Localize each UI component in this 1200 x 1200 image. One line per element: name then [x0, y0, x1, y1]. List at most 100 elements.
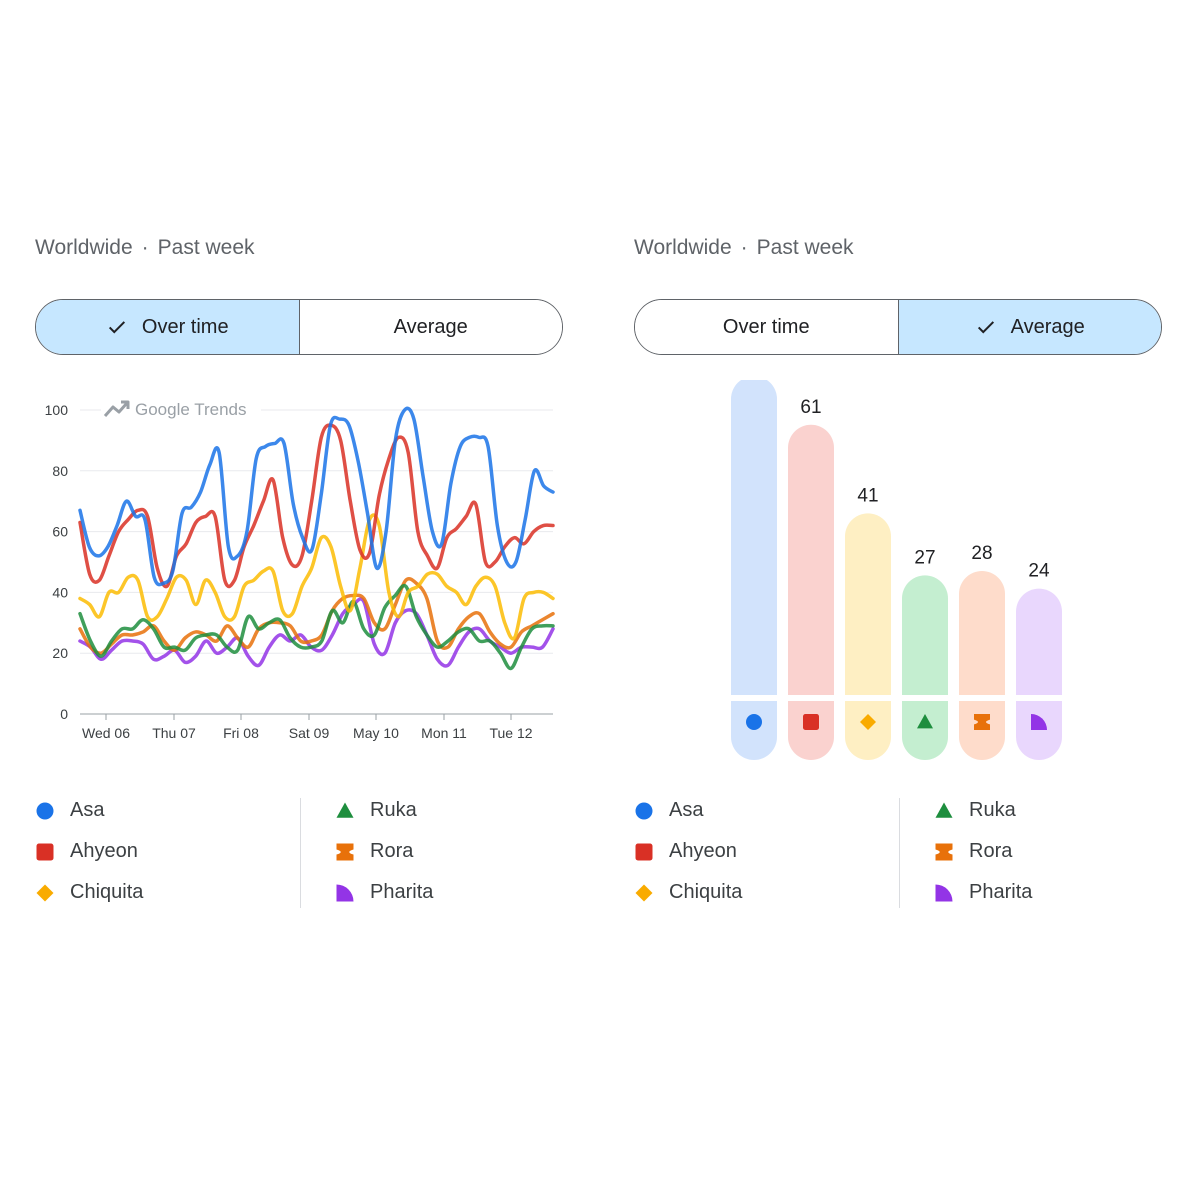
triangle-icon [917, 714, 933, 729]
bar-value-label: 24 [1028, 561, 1050, 582]
y-axis-ticks: 0 20 40 60 80 100 [45, 402, 69, 722]
bowtie-icon [974, 714, 990, 730]
watermark: Google Trends [101, 396, 261, 422]
y-tick-label: 100 [45, 402, 69, 418]
region-label: Worldwide [634, 236, 732, 259]
quarter-circle-icon [935, 884, 953, 901]
x-tick-label: Thu 07 [152, 725, 196, 741]
bar-value-label: 28 [971, 543, 992, 564]
bar-icon-cap [1016, 701, 1062, 760]
legend-label: Ruka [370, 799, 417, 821]
over-time-label: Over time [722, 315, 810, 338]
bar-value-label: 27 [914, 547, 935, 568]
legend-label: Pharita [370, 881, 434, 903]
series-line-chiquita [78, 513, 555, 641]
y-tick-label: 80 [52, 463, 68, 479]
bar-group-ahyeon: 61 [788, 397, 834, 760]
bar-icon-cap [959, 701, 1005, 760]
circle-icon [746, 714, 762, 730]
bar [731, 380, 777, 695]
x-tick-label: Fri 08 [223, 725, 259, 741]
square-icon [803, 714, 819, 730]
x-tick-label: Sat 09 [289, 725, 330, 741]
bowtie-icon [935, 843, 953, 860]
watermark-label: Google Trends [135, 400, 247, 419]
series-line-rora [78, 577, 555, 655]
average-button[interactable]: Average [897, 300, 1161, 354]
check-icon [108, 321, 125, 334]
legend-label: Pharita [969, 881, 1033, 903]
legend-label: Ruka [969, 799, 1016, 821]
x-tick-label: May 10 [353, 725, 399, 741]
square-icon [635, 843, 653, 860]
legend: Asa Ahyeon Chiquita Ruka Rora Pharita [634, 790, 1162, 910]
diamond-icon [635, 884, 653, 901]
legend-label: Chiquita [669, 881, 743, 903]
triangle-icon [336, 802, 354, 818]
quarter-circle-icon [935, 884, 953, 901]
bar [902, 575, 948, 695]
bar [845, 513, 891, 695]
series-line-ahyeon [78, 423, 555, 589]
triangle-icon [935, 802, 953, 818]
bar [1016, 588, 1062, 695]
right-panel: Worldwide·Past week Over time Average 72… [634, 0, 1194, 1200]
average-label: Average [393, 315, 468, 338]
over-time-button[interactable]: Over time [36, 300, 299, 354]
square-icon [36, 843, 54, 860]
bar-group-rora: 28 [959, 543, 1005, 760]
triangle-icon [935, 802, 953, 818]
legend-label: Asa [669, 799, 704, 821]
legend-label: Ahyeon [669, 840, 737, 862]
bowtie-icon [336, 843, 354, 860]
bar [788, 424, 834, 695]
series-line-asa [78, 406, 555, 587]
legend-item-rora: Rora [934, 831, 1184, 872]
y-tick-label: 40 [52, 584, 68, 600]
bar-group-pharita: 24 [1016, 561, 1062, 760]
circle-icon [635, 802, 653, 819]
bowtie-icon [336, 843, 354, 860]
y-tick-label: 60 [52, 524, 68, 540]
bar-group-chiquita: 41 [845, 485, 891, 760]
legend-item-asa: Asa [35, 790, 285, 831]
square-icon [36, 843, 54, 860]
over-time-label: Over time [141, 315, 229, 338]
check-icon [977, 321, 994, 334]
diamond-icon [860, 714, 876, 730]
view-toggle: Over time Average [634, 299, 1162, 355]
legend-label: Rora [370, 840, 414, 862]
y-tick-label: 20 [52, 645, 68, 661]
series-line-pharita [78, 597, 555, 668]
over-time-button[interactable]: Over time [635, 300, 898, 354]
line-series [78, 406, 555, 671]
bar-icon-cap [845, 701, 891, 760]
region-label: Worldwide [35, 236, 133, 259]
bar-icon-cap [902, 701, 948, 760]
x-tick-label: Mon 11 [421, 725, 467, 741]
legend-item-ahyeon: Ahyeon [35, 831, 285, 872]
legend-item-asa: Asa [634, 790, 884, 831]
legend-label: Rora [969, 840, 1013, 862]
diamond-icon [36, 884, 54, 901]
bowtie-icon [935, 843, 953, 860]
view-toggle: Over time Average [35, 299, 563, 355]
legend-label: Chiquita [70, 881, 144, 903]
line-chart: 0 20 40 60 80 100 Wed 06 Thu 07 Fri 08 Sat 09 May… [45, 396, 555, 741]
x-axis-ticks: Wed 06 Thu 07 Fri 08 Sat 09 May 10 Mon 11 Tue … [82, 714, 533, 741]
bar-chart: 72 61 41 27 28 24 [731, 380, 1062, 760]
quarter-circle-icon [336, 884, 354, 901]
average-button[interactable]: Average [298, 300, 562, 354]
legend: Asa Ahyeon Chiquita Ruka Rora Pharita [35, 790, 563, 910]
subtitle: Worldwide · Past week [634, 236, 854, 259]
bar-group-asa: 72 [731, 380, 777, 760]
y-tick-label: 0 [60, 706, 68, 722]
legend-item-ruka: Ruka [335, 790, 585, 831]
bar-icon-cap [788, 701, 834, 760]
quarter-circle-icon [336, 884, 354, 901]
diamond-icon [36, 884, 54, 901]
series-line-ruka [78, 583, 555, 671]
circle-icon [36, 802, 54, 819]
legend-item-pharita: Pharita [934, 872, 1184, 913]
x-tick-label: Wed 06 [82, 725, 130, 741]
